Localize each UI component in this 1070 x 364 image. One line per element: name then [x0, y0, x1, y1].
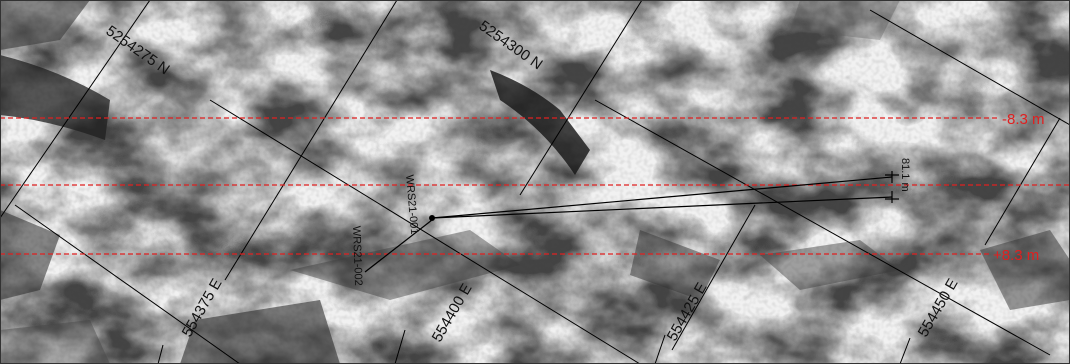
drillhole-collar[interactable] [429, 215, 435, 221]
drillhole-trace-001[interactable] [431, 176, 893, 219]
drillhole-traces[interactable] [364, 171, 899, 273]
drillhole-trace-002[interactable] [431, 196, 893, 219]
measure-label: 81.1 m [899, 158, 911, 192]
drillhole-trace-003 [364, 219, 433, 273]
drillhole-label-002: WRS21-002 [350, 226, 364, 286]
offset-lines [0, 117, 1070, 255]
drillhole-label-001: WRS21-001 [403, 174, 420, 235]
offset-label-upper: -8.3 m [1002, 111, 1045, 128]
offset-label-lower: +8.3 m [993, 247, 1039, 264]
